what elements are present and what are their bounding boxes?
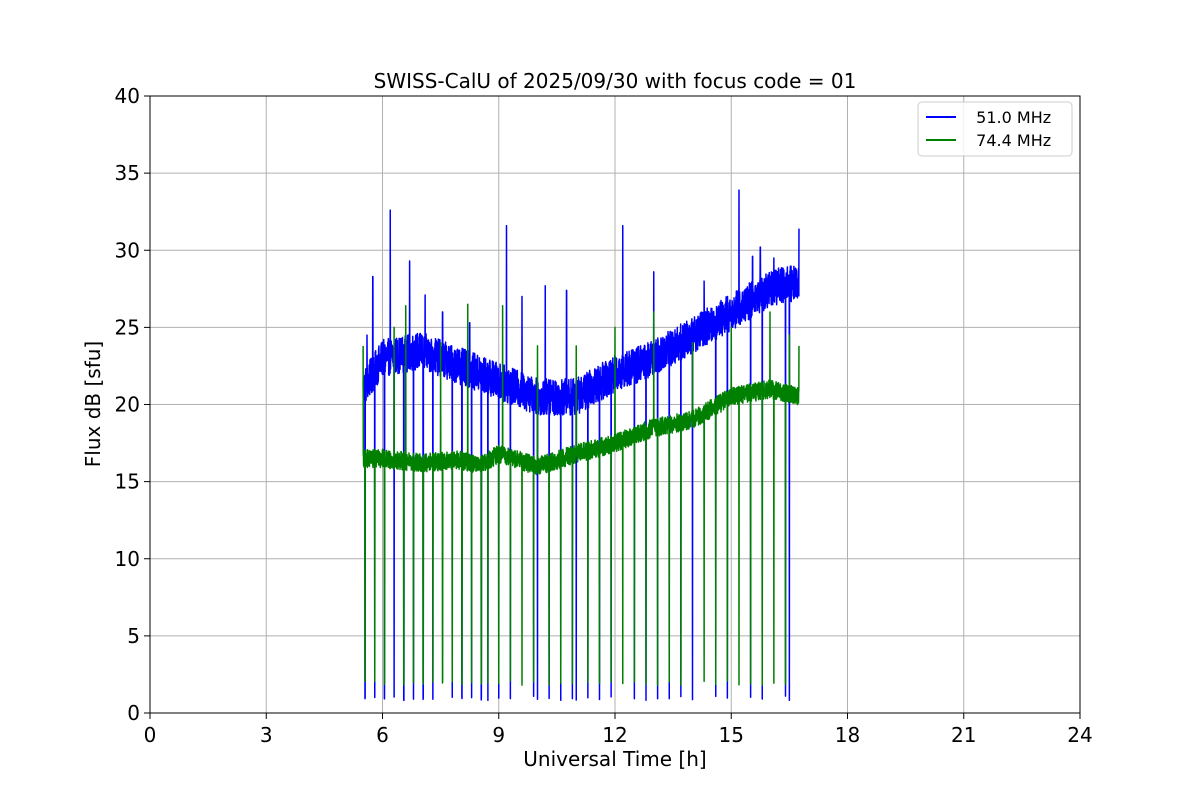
x-tick-label: 9 [492, 723, 505, 747]
legend-label-74mhz: 74.4 MHz [966, 131, 1051, 150]
legend-label-51mhz: 51.0 MHz [966, 108, 1051, 127]
x-tick-label: 18 [835, 723, 860, 747]
legend: 51.0 MHz 74.4 MHz [917, 101, 1073, 157]
chart-title: SWISS-CalU of 2025/09/30 with focus code… [374, 69, 857, 93]
y-tick-label: 35 [115, 161, 140, 185]
x-tick-label: 0 [144, 723, 157, 747]
series-line-74-4-mhz [362, 303, 800, 686]
x-tick-label: 6 [376, 723, 389, 747]
x-tick-label: 15 [719, 723, 744, 747]
y-tick-label: 40 [115, 84, 140, 108]
x-tick-label: 3 [260, 723, 273, 747]
legend-box [917, 101, 1073, 157]
y-tick-label: 20 [115, 393, 140, 417]
series-layer [362, 189, 800, 702]
x-tick-label: 12 [602, 723, 627, 747]
y-axis-label: Flux dB [sfu] [81, 341, 105, 467]
x-tick-label: 21 [951, 723, 976, 747]
y-tick-label: 10 [115, 547, 140, 571]
y-tick-label: 5 [127, 624, 140, 648]
y-tick-label: 15 [115, 470, 140, 494]
y-tick-label: 25 [115, 315, 140, 339]
axis-ticks: 0 3 6 9 12 15 18 21 24 0 5 10 15 20 25 30 35 40 [115, 84, 1093, 747]
y-tick-label: 30 [115, 238, 140, 262]
x-axis-label: Universal Time [h] [523, 747, 706, 771]
y-tick-label: 0 [127, 701, 140, 725]
x-tick-label: 24 [1067, 723, 1092, 747]
series-line-51-0-mhz [362, 189, 800, 702]
